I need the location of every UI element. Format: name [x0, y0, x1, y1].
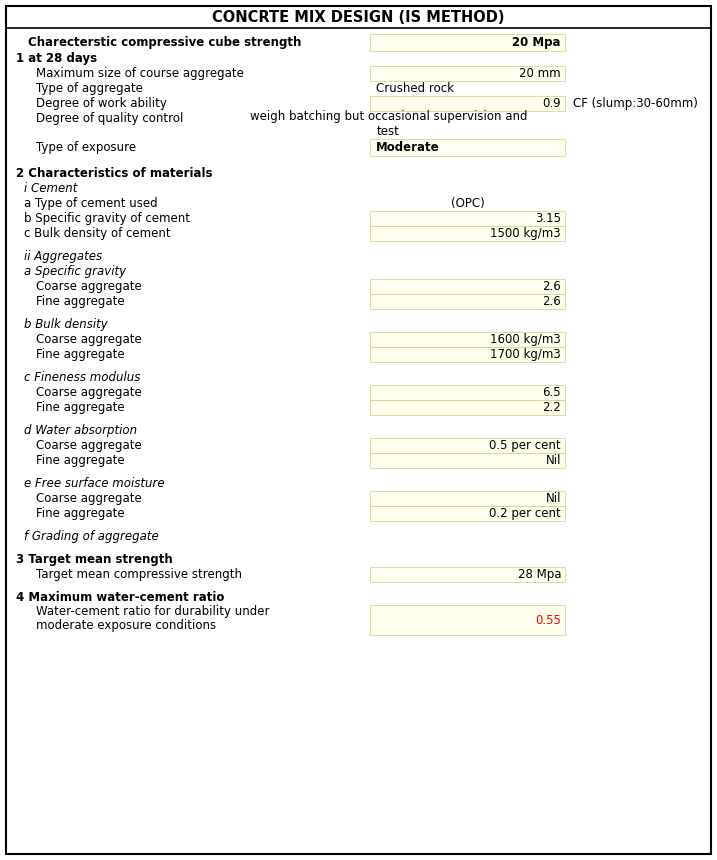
Text: 0.5 per cent: 0.5 per cent — [490, 439, 561, 452]
Text: Type of exposure: Type of exposure — [36, 141, 136, 154]
Bar — [370, 96, 565, 111]
Text: 4 Maximum water-cement ratio: 4 Maximum water-cement ratio — [16, 591, 224, 604]
Text: 3.15: 3.15 — [535, 212, 561, 225]
Text: Type of aggregate: Type of aggregate — [36, 82, 143, 95]
Text: Coarse aggregate: Coarse aggregate — [36, 280, 142, 293]
Bar — [370, 226, 565, 241]
Text: b Specific gravity of cement: b Specific gravity of cement — [24, 212, 190, 225]
Text: weigh batching but occasional supervision and: weigh batching but occasional supervisio… — [250, 110, 527, 123]
Text: 2.2: 2.2 — [542, 401, 561, 414]
Text: Charecterstic compressive cube strength: Charecterstic compressive cube strength — [28, 36, 301, 49]
Text: i Cement: i Cement — [24, 182, 77, 195]
Bar — [370, 347, 565, 362]
Bar — [370, 506, 565, 521]
Text: Fine aggregate: Fine aggregate — [36, 401, 125, 414]
Bar — [370, 491, 565, 506]
Bar — [370, 332, 565, 347]
Text: 0.9: 0.9 — [542, 97, 561, 110]
Bar — [370, 211, 565, 226]
Text: CONCRTE MIX DESIGN (IS METHOD): CONCRTE MIX DESIGN (IS METHOD) — [212, 9, 505, 24]
Text: 20 mm: 20 mm — [519, 67, 561, 80]
Text: moderate exposure conditions: moderate exposure conditions — [36, 619, 216, 632]
Text: ii Aggregates: ii Aggregates — [24, 250, 102, 263]
Text: 1700 kg/m3: 1700 kg/m3 — [490, 348, 561, 361]
Text: 3 Target mean strength: 3 Target mean strength — [16, 553, 173, 566]
Text: Degree of quality control: Degree of quality control — [36, 112, 184, 125]
Bar — [370, 453, 565, 468]
Bar — [370, 400, 565, 415]
Text: test: test — [377, 125, 400, 138]
Text: Fine aggregate: Fine aggregate — [36, 348, 125, 361]
Text: Fine aggregate: Fine aggregate — [36, 295, 125, 308]
Text: c Bulk density of cement: c Bulk density of cement — [24, 227, 171, 240]
Text: 28 Mpa: 28 Mpa — [518, 568, 561, 581]
Bar — [370, 279, 565, 294]
Text: CF (slump:30-60mm): CF (slump:30-60mm) — [573, 97, 698, 110]
Text: 1500 kg/m3: 1500 kg/m3 — [490, 227, 561, 240]
Text: Coarse aggregate: Coarse aggregate — [36, 386, 142, 399]
Text: Nil: Nil — [546, 454, 561, 467]
Bar — [370, 567, 565, 582]
Text: Crushed rock: Crushed rock — [376, 82, 454, 95]
Text: Degree of work ability: Degree of work ability — [36, 97, 167, 110]
Text: 20 Mpa: 20 Mpa — [513, 36, 561, 49]
Text: Moderate: Moderate — [376, 141, 440, 154]
Text: Nil: Nil — [546, 492, 561, 505]
Bar — [370, 605, 565, 635]
Text: Target mean compressive strength: Target mean compressive strength — [36, 568, 242, 581]
Text: 2.6: 2.6 — [542, 295, 561, 308]
Text: Coarse aggregate: Coarse aggregate — [36, 492, 142, 505]
Bar — [370, 139, 565, 156]
Text: a Type of cement used: a Type of cement used — [24, 197, 158, 210]
Text: 2.6: 2.6 — [542, 280, 561, 293]
Text: d Water absorption: d Water absorption — [24, 424, 137, 437]
Text: 6.5: 6.5 — [542, 386, 561, 399]
Bar — [370, 438, 565, 453]
Text: a Specific gravity: a Specific gravity — [24, 265, 126, 278]
Text: Water-cement ratio for durability under: Water-cement ratio for durability under — [36, 605, 270, 617]
Text: e Free surface moisture: e Free surface moisture — [24, 477, 165, 490]
Text: 0.55: 0.55 — [535, 613, 561, 626]
Text: (OPC): (OPC) — [450, 197, 485, 210]
Text: 2 Characteristics of materials: 2 Characteristics of materials — [16, 167, 212, 180]
Bar — [370, 385, 565, 400]
Bar — [370, 294, 565, 309]
Text: b Bulk density: b Bulk density — [24, 318, 108, 331]
Bar — [370, 66, 565, 81]
Text: Coarse aggregate: Coarse aggregate — [36, 439, 142, 452]
Text: 0.2 per cent: 0.2 per cent — [489, 507, 561, 520]
Text: Coarse aggregate: Coarse aggregate — [36, 333, 142, 346]
Text: Maximum size of course aggregate: Maximum size of course aggregate — [36, 67, 244, 80]
Bar — [370, 34, 565, 51]
Text: Fine aggregate: Fine aggregate — [36, 454, 125, 467]
Text: Fine aggregate: Fine aggregate — [36, 507, 125, 520]
Text: 1 at 28 days: 1 at 28 days — [16, 52, 97, 65]
Text: f Grading of aggregate: f Grading of aggregate — [24, 530, 158, 543]
Text: 1600 kg/m3: 1600 kg/m3 — [490, 333, 561, 346]
Text: c Fineness modulus: c Fineness modulus — [24, 371, 141, 384]
